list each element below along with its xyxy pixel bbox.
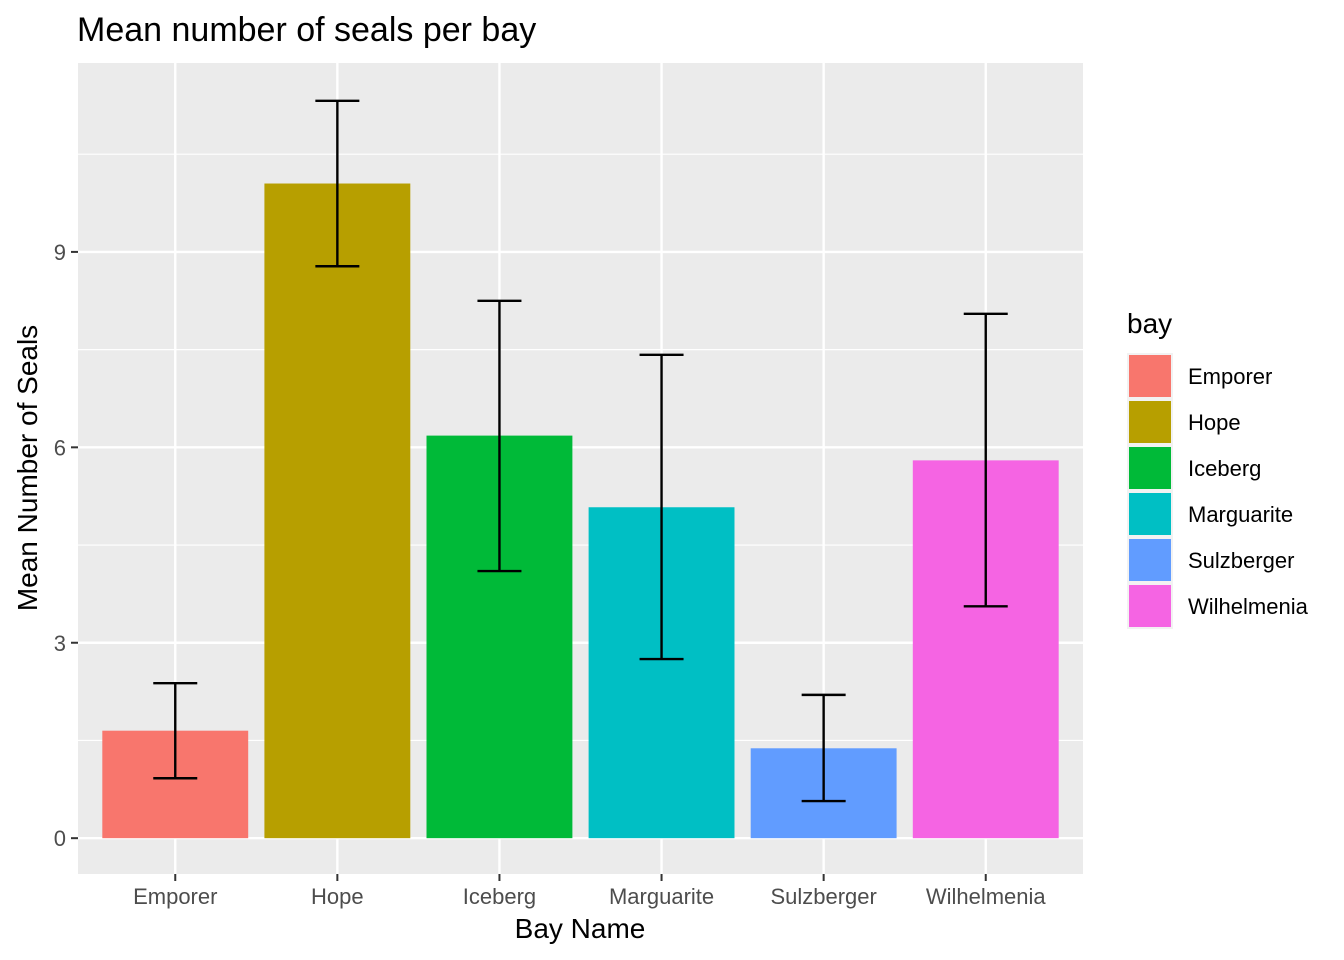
x-axis-title: Bay Name	[515, 913, 646, 944]
x-tick-label: Wilhelmenia	[926, 884, 1047, 909]
x-tick-label: Sulzberger	[770, 884, 876, 909]
legend-item-wilhelmenia: Wilhelmenia	[1127, 583, 1309, 629]
legend-swatch	[1129, 585, 1171, 627]
error-bar-hope	[315, 99, 360, 268]
legend-item-iceberg: Iceberg	[1127, 445, 1261, 491]
legend-label: Sulzberger	[1188, 548, 1294, 573]
error-bar-iceberg	[477, 299, 522, 573]
legend-swatch	[1129, 447, 1171, 489]
x-tick-label: Hope	[311, 884, 364, 909]
bars	[102, 183, 1059, 839]
y-axis: 0 3 6 9	[54, 240, 78, 851]
y-tick-label: 6	[54, 435, 66, 460]
legend-swatch	[1129, 355, 1171, 397]
error-bars	[153, 99, 1008, 803]
legend-label: Emporer	[1188, 364, 1272, 389]
legend-item-sulzberger: Sulzberger	[1127, 537, 1294, 583]
legend-item-marguarite: Marguarite	[1127, 491, 1293, 537]
legend-swatch	[1129, 401, 1171, 443]
bar-hope	[264, 183, 411, 839]
error-bar-sulzberger	[801, 693, 846, 803]
y-tick-label: 0	[54, 826, 66, 851]
legend: bay Emporer Hope Iceberg Marguarite Sulzberg…	[1127, 308, 1309, 629]
y-axis-title: Mean Number of Seals	[12, 325, 43, 611]
legend-label: Marguarite	[1188, 502, 1293, 527]
legend-item-emporer: Emporer	[1127, 353, 1272, 399]
y-tick-label: 9	[54, 240, 66, 265]
y-tick-label: 3	[54, 631, 66, 656]
x-tick-label: Iceberg	[463, 884, 536, 909]
legend-label: Wilhelmenia	[1188, 594, 1309, 619]
error-bar-emporer	[153, 681, 198, 780]
x-tick-label: Marguarite	[609, 884, 714, 909]
legend-swatch	[1129, 493, 1171, 535]
x-axis: Emporer Hope Iceberg Marguarite Sulzberger Wi…	[133, 874, 1046, 909]
legend-label: Iceberg	[1188, 456, 1261, 481]
legend-item-hope: Hope	[1127, 399, 1241, 445]
legend-swatch	[1129, 539, 1171, 581]
legend-label: Hope	[1188, 410, 1241, 435]
error-bar-wilhelmenia	[963, 312, 1008, 608]
x-tick-label: Emporer	[133, 884, 217, 909]
error-bar-marguarite	[639, 353, 684, 661]
chart-title: Mean number of seals per bay	[77, 11, 536, 49]
legend-title: bay	[1127, 308, 1172, 339]
